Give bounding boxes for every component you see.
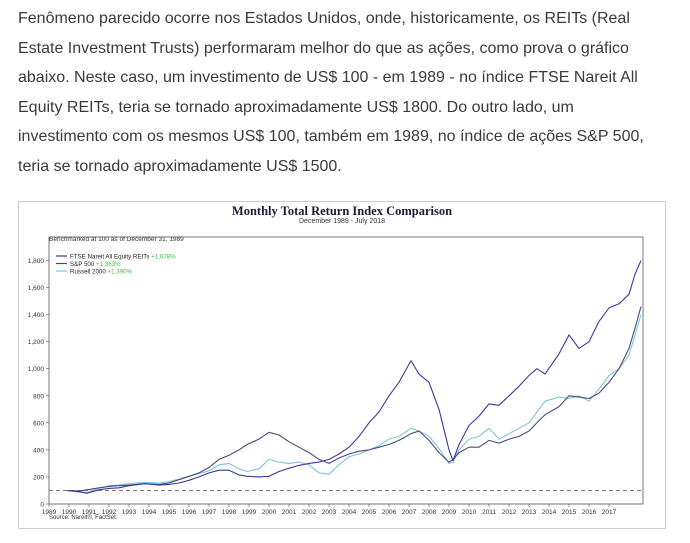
article-line: investimento com os mesmos US$ 100, tamb… (18, 128, 644, 145)
y-tick-label: 200 (33, 474, 44, 481)
x-tick-label: 2001 (282, 509, 297, 516)
x-tick-label: 1993 (122, 509, 137, 516)
x-tick-label: 2014 (542, 509, 557, 516)
x-tick-label: 2002 (302, 509, 317, 516)
x-tick-label: 1995 (162, 509, 177, 516)
series-line-russell-2000 (66, 314, 642, 494)
x-tick-label: 2016 (582, 509, 597, 516)
y-tick-label: 600 (33, 420, 44, 427)
y-tick-label: 1,200 (28, 339, 45, 346)
article-line: Fenômeno parecido ocorre nos Estados Uni… (18, 10, 630, 27)
article-line: Estate Investment Trusts) performaram me… (18, 39, 629, 57)
x-tick-label: 2008 (422, 509, 437, 516)
plot-border (48, 236, 644, 505)
x-tick-label: 1990 (62, 509, 77, 516)
y-tick-label: 1,600 (28, 285, 45, 292)
x-tick-label: 2000 (262, 509, 277, 516)
y-tick-label: 1,800 (28, 258, 45, 265)
x-tick-label: 2013 (522, 509, 537, 516)
y-tick-label: 0 (40, 502, 44, 509)
benchmark-note: Benchmarked at 100 as of December 31, 19… (49, 236, 184, 243)
y-tick-label: 1,000 (28, 366, 45, 373)
x-tick-label: 2015 (562, 509, 577, 516)
legend-return: +1,678% (151, 253, 176, 260)
x-tick-label: 2017 (602, 509, 617, 516)
article-line: teria se tornado aproximadamente US$ 150… (18, 157, 342, 175)
series-line-s-p-500 (66, 306, 642, 492)
chart-plot: 0 200 400 600 800 1,000 1,200 1,400 1,600 1,800 19… (28, 236, 644, 516)
series-line-ftse-nareit-all-equity-reits (66, 260, 642, 494)
x-tick-label: 2007 (402, 509, 417, 516)
article-line: Equity REITs, teria se tornado aproximad… (18, 98, 574, 116)
x-tick-label: 2009 (442, 509, 457, 516)
chart-subtitle: December 1989 - July 2018 (299, 218, 385, 225)
x-tick-label: 1994 (142, 509, 157, 516)
x-tick-label: 2012 (502, 509, 517, 516)
y-tick-label: 800 (33, 393, 44, 400)
article-line: abaixo. Neste caso, um investimento de U… (18, 69, 638, 86)
x-tick-label: 2003 (322, 509, 337, 516)
legend-return: +1,390% (108, 268, 133, 275)
x-tick-label: 1996 (182, 509, 197, 516)
chart-image: Monthly Total Return Index Comparison De… (18, 201, 666, 529)
x-tick-label: 1998 (222, 509, 237, 516)
article-paragraph: Fenômeno parecido ocorre nos Estados Uni… (18, 4, 678, 181)
y-tick-label: 400 (33, 447, 44, 454)
x-tick-label: 1989 (42, 509, 57, 516)
x-tick-label: 1992 (102, 509, 117, 516)
legend-label: Russell 2000 +1,390% (70, 268, 133, 275)
x-tick-label: 1999 (242, 509, 257, 516)
chart-source: Source: Nareit®, FactSet. (49, 515, 118, 521)
x-tick-label: 1997 (202, 509, 217, 516)
legend-return: +1,363% (96, 261, 121, 268)
chart-title: Monthly Total Return Index Comparison (231, 204, 453, 218)
y-tick-label: 1,400 (28, 312, 45, 319)
legend-label: FTSE Nareit All Equity REITs +1,678% (70, 253, 176, 260)
x-tick-label: 2006 (382, 509, 397, 516)
x-tick-label: 2011 (482, 509, 496, 516)
x-tick-label: 2005 (362, 509, 377, 516)
legend-label: S&P 500 +1,363% (70, 261, 121, 268)
x-tick-label: 2004 (342, 509, 357, 516)
x-tick-label: 2010 (462, 509, 477, 516)
x-tick-label: 1991 (82, 509, 97, 516)
